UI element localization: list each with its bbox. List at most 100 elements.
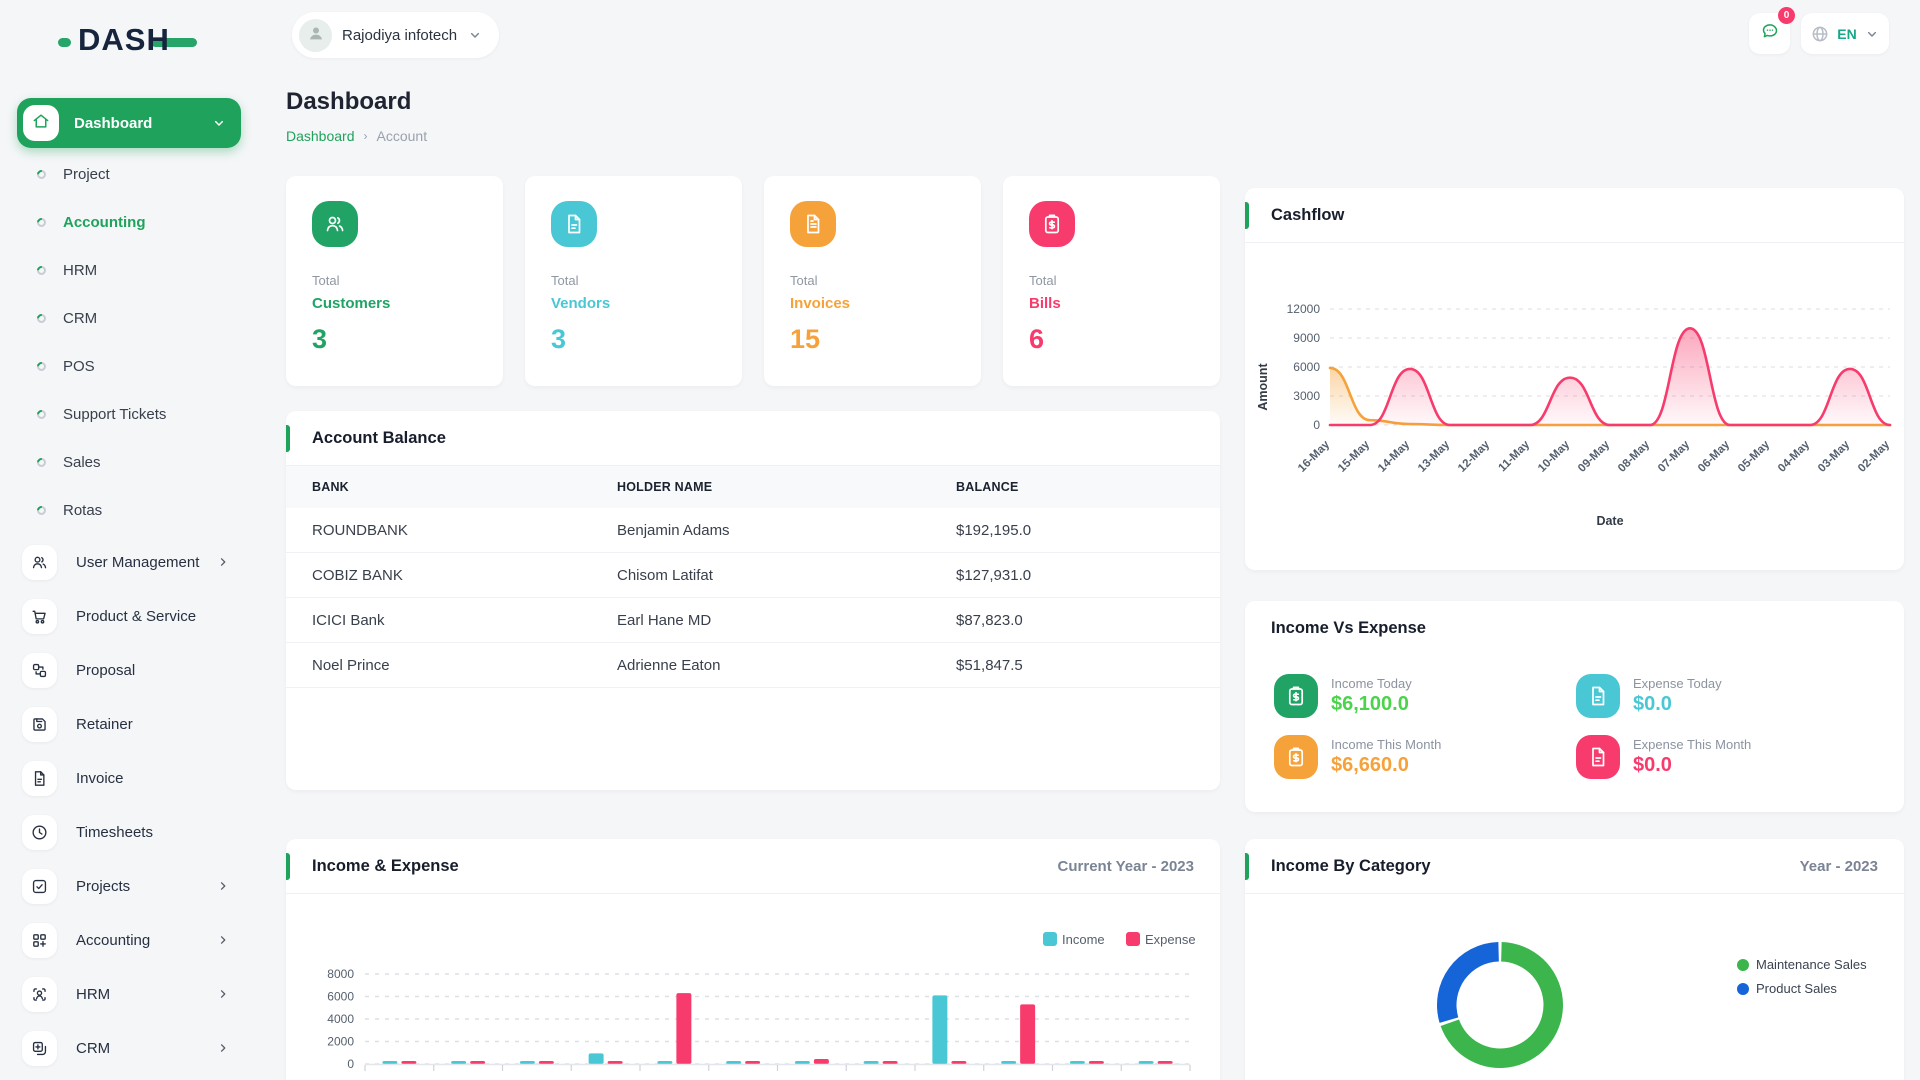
bullet-icon bbox=[37, 361, 46, 371]
sidebar-item-label: Product & Service bbox=[76, 607, 197, 625]
logo-dot-icon bbox=[58, 37, 71, 47]
breadcrumb: Dashboard › Account bbox=[286, 128, 427, 144]
stat-cards-row: Total Customers 3 Total Vendors 3 Total Invoice… bbox=[286, 176, 1220, 386]
legend-dot-icon bbox=[1737, 982, 1749, 995]
table-body: ROUNDBANK Benjamin Adams $192,195.0 COBIZ B… bbox=[286, 508, 1220, 688]
svg-text:06-May: 06-May bbox=[1696, 438, 1732, 474]
chevron-right-icon bbox=[216, 879, 230, 893]
sidebar-subitem-accounting[interactable]: Accounting bbox=[0, 198, 262, 246]
sidebar-item-proposal[interactable]: Proposal bbox=[0, 643, 262, 697]
table-cell: $87,823.0 bbox=[956, 611, 1023, 629]
sidebar-item-label: Accounting bbox=[76, 931, 151, 949]
stat-card-bills: Total Bills 6 bbox=[1003, 176, 1220, 386]
language-selector[interactable]: EN bbox=[1801, 13, 1889, 54]
table-row: ICICI Bank Earl Hane MD $87,823.0 bbox=[286, 598, 1220, 643]
income-by-category-panel: Income By Category Year - 2023 Maintenan… bbox=[1245, 839, 1904, 1080]
stat-label: Bills bbox=[1029, 295, 1061, 312]
svg-text:05-May: 05-May bbox=[1736, 438, 1772, 474]
sidebar-item-invoice[interactable]: Invoice bbox=[0, 751, 262, 805]
column-header: BALANCE bbox=[956, 480, 1019, 494]
sidebar-item-hrm[interactable]: HRM bbox=[0, 967, 262, 1021]
svg-text:2000: 2000 bbox=[327, 1035, 354, 1049]
stat-label: Customers bbox=[312, 295, 391, 312]
sidebar-item-dashboard[interactable]: Dashboard bbox=[17, 98, 241, 148]
table-row: COBIZ BANK Chisom Latifat $127,931.0 bbox=[286, 553, 1220, 598]
breadcrumb-separator: › bbox=[363, 129, 368, 143]
sidebar-item-label: Dashboard bbox=[74, 114, 153, 132]
sidebar-item-crm[interactable]: CRM bbox=[0, 1021, 262, 1075]
legend-label: Maintenance Sales bbox=[1756, 957, 1867, 972]
table-cell: Earl Hane MD bbox=[617, 611, 712, 629]
sidebar-subitem-rotas[interactable]: Rotas bbox=[0, 486, 262, 534]
table-header: BANK HOLDER NAME BALANCE bbox=[286, 466, 1220, 508]
svg-text:10-May: 10-May bbox=[1536, 438, 1572, 474]
svg-text:6000: 6000 bbox=[327, 990, 354, 1004]
stat-value: 15 bbox=[790, 324, 821, 354]
sidebar-subitem-pos[interactable]: POS bbox=[0, 342, 262, 390]
svg-text:15-May: 15-May bbox=[1336, 438, 1372, 474]
stat-value: 3 bbox=[551, 324, 567, 354]
legend-item-product-sales: Product Sales bbox=[1737, 981, 1867, 996]
svg-text:Expense: Expense bbox=[1145, 932, 1196, 947]
svg-text:08-May: 08-May bbox=[1616, 438, 1652, 474]
notification-badge: 0 bbox=[1778, 7, 1795, 24]
sidebar-item-projects[interactable]: Projects bbox=[0, 859, 262, 913]
sidebar-subitem-label: Accounting bbox=[63, 213, 146, 231]
svg-text:12000: 12000 bbox=[1287, 302, 1321, 316]
sidebar-subitem-sales[interactable]: Sales bbox=[0, 438, 262, 486]
sidebar-item-timesheets[interactable]: Timesheets bbox=[0, 805, 262, 859]
income-by-category-subtitle: Year - 2023 bbox=[1799, 857, 1878, 875]
ive-label: Expense Today bbox=[1633, 676, 1722, 691]
sidebar-item-accounting[interactable]: Accounting bbox=[0, 913, 262, 967]
ive-value: $6,100.0 bbox=[1331, 693, 1409, 715]
sidebar-subitem-support-tickets[interactable]: Support Tickets bbox=[0, 390, 262, 438]
sidebar-item-retainer[interactable]: Retainer bbox=[0, 697, 262, 751]
stat-card-customers: Total Customers 3 bbox=[286, 176, 503, 386]
grid-plus-icon bbox=[22, 922, 57, 958]
bullet-icon bbox=[37, 457, 46, 467]
person-icon bbox=[306, 23, 326, 48]
table-cell: ROUNDBANK bbox=[312, 521, 408, 539]
user-menu[interactable]: Rajodiya infotech bbox=[292, 12, 500, 58]
stat-card-invoices: Total Invoices 15 bbox=[764, 176, 981, 386]
income-expense-chart: 0 2000 4000 6000 8000 Income Expense bbox=[327, 932, 1196, 1071]
stat-card-vendors: Total Vendors 3 bbox=[525, 176, 742, 386]
cart-icon bbox=[22, 598, 57, 634]
cashflow-panel: Cashflow 0 3000 6000 9000 12000 16-May 15-May 1… bbox=[1245, 188, 1904, 570]
ive-item-expense-this-month: Expense This Month $0.0 bbox=[1576, 735, 1878, 779]
messages-button[interactable]: 0 bbox=[1749, 7, 1795, 54]
globe-icon bbox=[1810, 24, 1830, 44]
sidebar-item-product-service[interactable]: Product & Service bbox=[0, 589, 262, 643]
bullet-icon bbox=[37, 313, 46, 323]
sidebar-subitem-label: Support Tickets bbox=[63, 405, 167, 423]
svg-text:02-May: 02-May bbox=[1856, 438, 1892, 474]
ive-label: Expense This Month bbox=[1633, 737, 1752, 752]
chat-icon bbox=[1760, 21, 1780, 46]
sidebar-subitem-label: HRM bbox=[63, 261, 98, 279]
stat-prefix: Total bbox=[551, 273, 579, 288]
sidebar-subitem-crm[interactable]: CRM bbox=[0, 294, 262, 342]
invoice-icon bbox=[790, 201, 836, 247]
ive-value: $0.0 bbox=[1633, 754, 1672, 776]
ive-item-expense-today: Expense Today $0.0 bbox=[1576, 674, 1878, 718]
ive-label: Income This Month bbox=[1331, 737, 1442, 752]
svg-text:09-May: 09-May bbox=[1576, 438, 1612, 474]
column-header: HOLDER NAME bbox=[617, 480, 713, 494]
chevron-down-icon bbox=[211, 115, 227, 131]
ive-value: $0.0 bbox=[1633, 693, 1672, 715]
income-by-category-chart bbox=[1436, 942, 1563, 1068]
squares-plus-icon bbox=[22, 1030, 57, 1066]
svg-text:9000: 9000 bbox=[1293, 331, 1320, 345]
sidebar-subitem-hrm[interactable]: HRM bbox=[0, 246, 262, 294]
breadcrumb-dashboard-link[interactable]: Dashboard bbox=[286, 128, 355, 144]
person-frame-icon bbox=[22, 976, 57, 1012]
avatar bbox=[299, 18, 332, 52]
home-icon bbox=[23, 105, 59, 141]
stat-label: Vendors bbox=[551, 295, 611, 312]
sidebar-item-user-management[interactable]: User Management bbox=[0, 535, 262, 589]
stat-label: Invoices bbox=[790, 295, 851, 312]
table-row: ROUNDBANK Benjamin Adams $192,195.0 bbox=[286, 508, 1220, 553]
sidebar-item-label: Projects bbox=[76, 877, 131, 895]
sidebar-subitem-project[interactable]: Project bbox=[0, 150, 262, 198]
bullet-icon bbox=[37, 169, 46, 179]
